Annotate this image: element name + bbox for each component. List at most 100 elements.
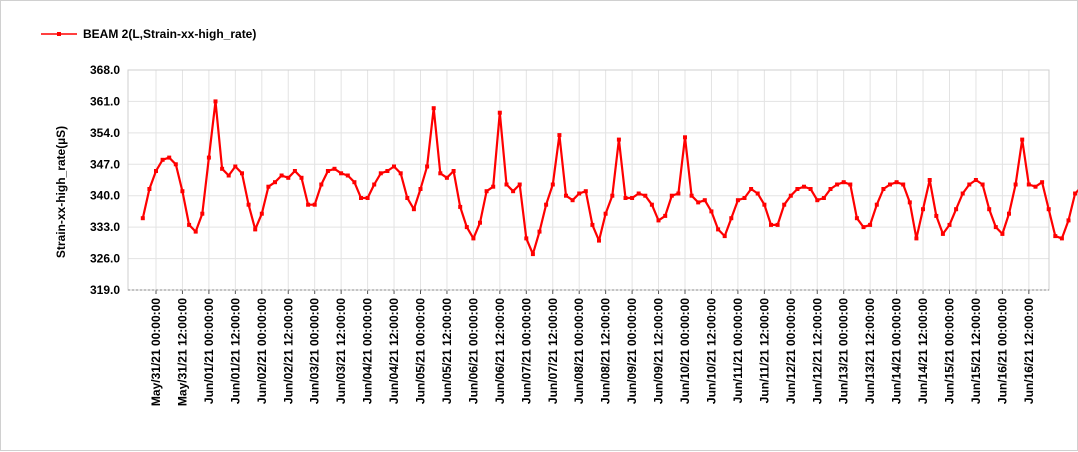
data-point [610, 193, 615, 198]
data-point [359, 196, 363, 200]
data-point [808, 187, 813, 191]
data-point [312, 202, 317, 207]
data-point [140, 216, 145, 221]
data-point [240, 171, 244, 176]
data-point [352, 180, 357, 185]
data-point [993, 225, 998, 230]
data-point [431, 106, 436, 111]
data-point [537, 229, 542, 234]
x-tick-label: Jun/03/21 12:00:00 [334, 298, 348, 404]
data-point [226, 173, 231, 178]
data-point [557, 133, 562, 138]
data-point [954, 207, 959, 212]
data-point [987, 207, 992, 212]
x-tick-label: Jun/01/21 00:00:00 [202, 298, 216, 404]
data-point [636, 191, 641, 196]
data-point [716, 227, 721, 232]
data-point [702, 198, 707, 203]
data-point [246, 202, 251, 207]
grid [128, 69, 1049, 291]
data-point [683, 135, 687, 140]
data-point [894, 180, 899, 185]
data-point [206, 155, 211, 160]
data-point [173, 162, 178, 167]
y-tick-label: 368.0 [90, 63, 120, 77]
data-point [577, 191, 582, 196]
data-point [385, 169, 390, 173]
data-point [947, 222, 952, 227]
data-point [220, 166, 225, 171]
x-tick-label: Jun/08/21 00:00:00 [572, 298, 586, 404]
data-point [881, 187, 886, 191]
data-point [325, 169, 330, 173]
data-point [378, 171, 383, 176]
data-point [1073, 191, 1078, 196]
data-point [1013, 182, 1018, 187]
y-tick-label: 361.0 [90, 94, 120, 108]
x-tick-label: Jun/09/21 12:00:00 [652, 298, 666, 404]
data-point [914, 236, 919, 241]
data-point [742, 196, 747, 200]
data-point [160, 157, 165, 162]
data-point [570, 198, 575, 203]
data-point [709, 209, 714, 214]
x-tick-label: Jun/05/21 00:00:00 [414, 298, 428, 404]
y-tick-label: 333.0 [90, 220, 120, 234]
x-tick-label: Jun/14/21 12:00:00 [916, 298, 930, 404]
data-point [769, 222, 773, 227]
data-point [1040, 180, 1045, 185]
x-tick-label: May/31/21 12:00:00 [175, 298, 189, 406]
data-point [425, 164, 430, 169]
data-point [167, 155, 172, 160]
data-point [339, 171, 344, 176]
x-tick-label: Jun/04/21 00:00:00 [361, 298, 375, 404]
y-tick-label: 326.0 [90, 252, 120, 266]
legend[interactable]: BEAM 2(L,Strain-xx-high_rate) [41, 27, 256, 41]
axes [127, 69, 1050, 294]
x-axis-tick-labels: May/31/21 00:00:00 May/31/21 12:00:00 Jun/… [149, 298, 1036, 406]
data-point [735, 198, 740, 203]
y-tick-label: 354.0 [90, 126, 120, 140]
x-tick-label: Jun/13/21 00:00:00 [837, 298, 851, 404]
data-point [901, 182, 906, 187]
data-point [1020, 137, 1025, 142]
data-point [874, 202, 879, 207]
data-point [564, 193, 568, 198]
x-tick-label: Jun/11/21 12:00:00 [757, 298, 771, 404]
data-point [517, 182, 522, 187]
data-point [795, 187, 800, 191]
x-tick-label: Jun/16/21 00:00:00 [995, 298, 1009, 404]
data-point [782, 202, 787, 207]
data-point [775, 222, 780, 227]
data-point [749, 187, 754, 191]
data-point [233, 164, 238, 169]
data-point [980, 182, 985, 187]
data-point [788, 193, 793, 198]
data-point [940, 231, 945, 236]
data-point [603, 211, 608, 216]
data-point [921, 207, 925, 212]
y-tick-label: 340.0 [90, 189, 120, 203]
x-tick-label: Jun/01/21 12:00:00 [228, 298, 242, 404]
x-tick-label: Jun/09/21 00:00:00 [625, 298, 639, 404]
legend-label: BEAM 2(L,Strain-xx-high_rate) [83, 27, 256, 41]
data-point [279, 173, 284, 178]
x-tick-label: Jun/03/21 00:00:00 [308, 298, 322, 404]
series-line [141, 100, 1078, 256]
data-point [1000, 231, 1005, 236]
data-point [967, 182, 972, 187]
data-point [511, 189, 516, 194]
data-point [471, 236, 476, 241]
data-point [973, 178, 978, 182]
data-point [504, 182, 509, 187]
data-point [583, 189, 588, 194]
data-point [861, 225, 866, 230]
y-axis-tick-labels: 368.0 361.0 354.0 347.0 340.0 333.0 326.0 319.0 [90, 63, 120, 297]
x-tick-label: Jun/13/21 12:00:00 [863, 298, 877, 404]
data-point [696, 200, 701, 205]
plot-area-border [127, 69, 1050, 291]
data-point [802, 184, 806, 189]
data-point [273, 180, 277, 185]
y-axis-title: Strain-xx-high_rate(µS) [54, 126, 68, 258]
